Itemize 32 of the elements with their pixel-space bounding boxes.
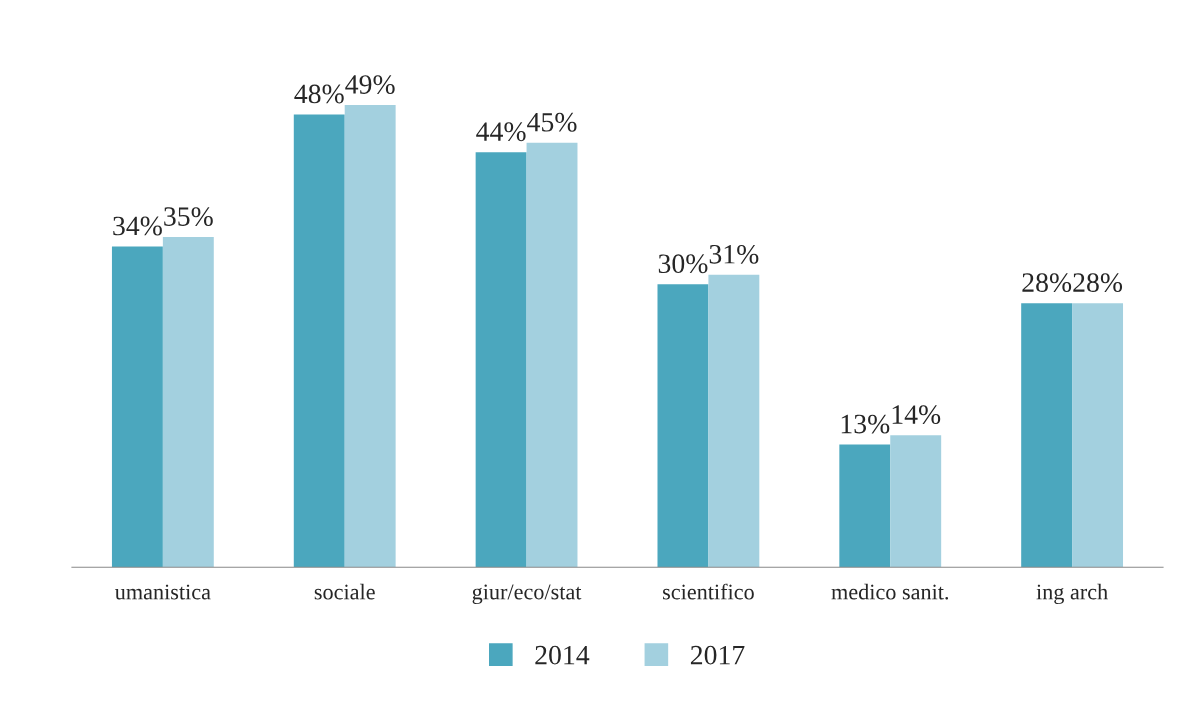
bar: [1072, 303, 1124, 568]
bar: [890, 435, 942, 568]
data-label: 45%: [527, 112, 577, 132]
data-label: 28%: [1073, 273, 1123, 293]
bar: [839, 444, 891, 568]
bar: [657, 284, 709, 568]
data-label: 28%: [1022, 273, 1072, 293]
data-label: 49%: [345, 75, 395, 94]
bar: [111, 246, 163, 568]
bar: [344, 105, 396, 568]
data-label: 44%: [476, 122, 526, 142]
bar: [475, 152, 527, 568]
data-label: 35%: [164, 207, 213, 227]
data-label: 31%: [709, 244, 759, 264]
x-tick-label: medico sanit.: [831, 583, 949, 600]
bar: [708, 274, 760, 568]
x-tick-label: sociale: [314, 583, 375, 600]
data-label: 14%: [892, 405, 941, 425]
bar: [526, 142, 578, 568]
x-tick-label: giur/eco/stat: [472, 584, 582, 605]
data-label: 13%: [841, 414, 890, 434]
data-label: 48%: [294, 84, 344, 104]
bar: [1021, 303, 1073, 568]
x-tick-label: ing arch: [1036, 583, 1108, 605]
legend-label: 2017: [690, 645, 745, 665]
x-tick-label: scientifico: [663, 583, 754, 600]
x-tick-label: umanistica: [115, 584, 211, 600]
bar: [293, 114, 345, 568]
data-label: 30%: [658, 254, 708, 274]
legend-label: 2014: [535, 645, 590, 665]
data-label: 34%: [113, 216, 162, 236]
bar: [162, 237, 214, 568]
